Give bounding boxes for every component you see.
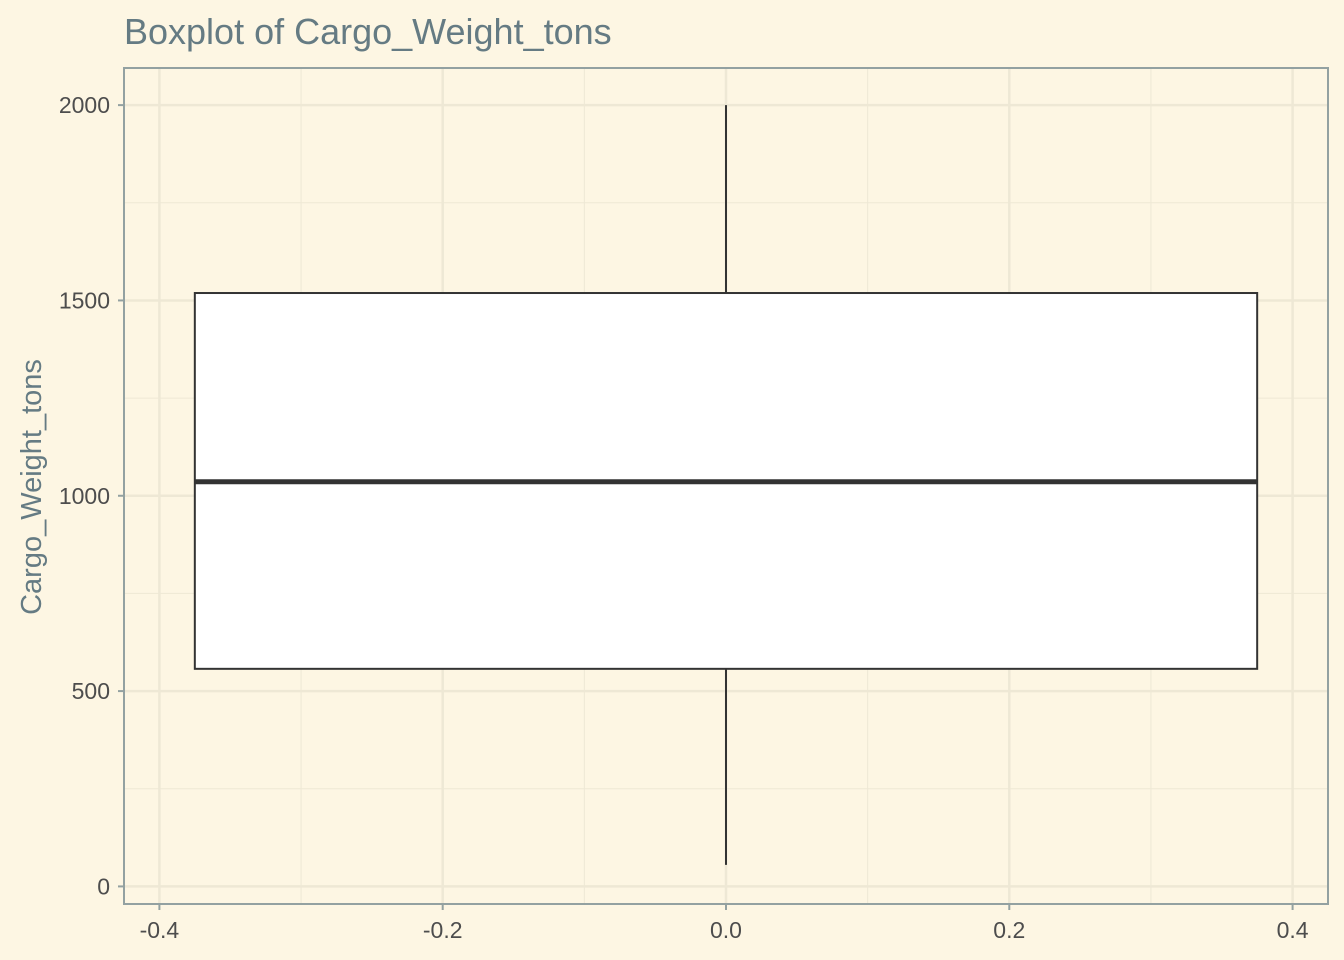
- x-tick-label: 0.4: [1277, 917, 1309, 943]
- x-tick-label: 0.2: [993, 917, 1025, 943]
- x-tick-label: 0.0: [710, 917, 742, 943]
- axis-ticks: 0 500 1000 1500 2000 -0.4 -0.2 0.0 0.2 0.4: [59, 92, 1309, 943]
- y-tick-label: 500: [72, 678, 110, 704]
- y-tick-label: 2000: [59, 92, 110, 118]
- y-tick-label: 1500: [59, 287, 110, 313]
- y-axis-title: Cargo_Weight_tons: [16, 359, 48, 615]
- box-layer: [193, 105, 1259, 865]
- y-tick-label: 1000: [59, 483, 110, 509]
- y-tick-label: 0: [97, 873, 110, 899]
- x-tick-label: -0.4: [140, 917, 180, 943]
- x-tick-label: -0.2: [423, 917, 463, 943]
- chart-title: Boxplot of Cargo_Weight_tons: [124, 11, 612, 52]
